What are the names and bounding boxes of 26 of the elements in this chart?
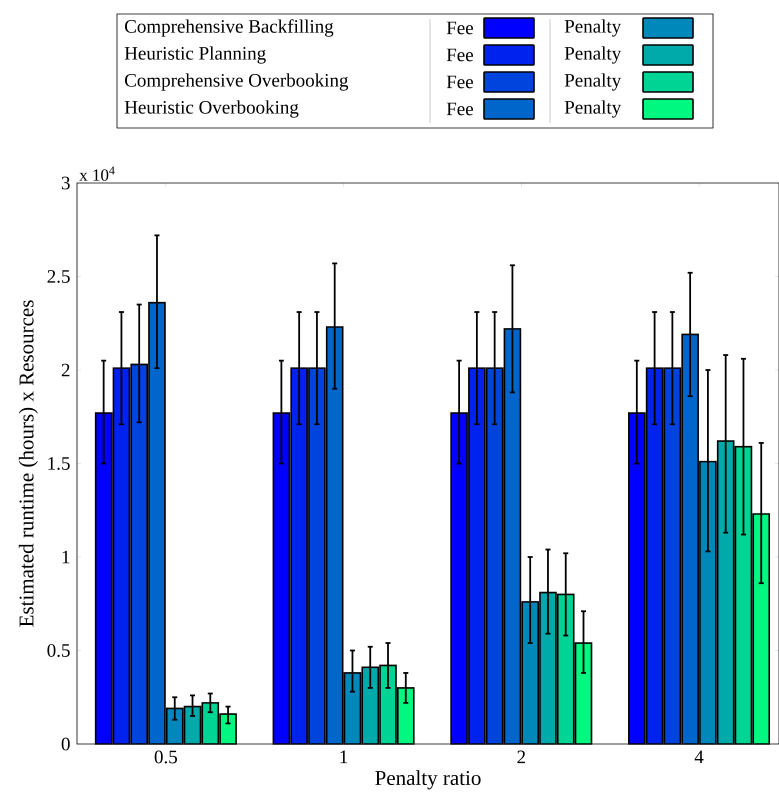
text: Comprehensive Backfilling	[124, 19, 334, 37]
x-tick-label: 2	[517, 750, 526, 764]
text: Heuristic Planning	[124, 46, 266, 64]
legend-label: Fee	[446, 102, 473, 116]
text: Heuristic Overbooking	[124, 100, 298, 118]
y-tick-label: 1	[62, 550, 70, 564]
text: x 10$^{4}$	[79, 166, 115, 181]
legend-label: Penalty	[564, 19, 622, 37]
text: Comprehensive Overbooking	[124, 73, 348, 91]
y-tick-label: 1.5	[48, 457, 70, 470]
x-tick-label: 4	[694, 750, 704, 764]
legend-label: Fee	[446, 22, 473, 34]
y-axis-title: Estimated runtime (hours) x Resources	[18, 300, 38, 627]
y-tick-label: 2	[62, 364, 70, 376]
y-tick-label: 3	[62, 176, 70, 190]
legend-label: Fee	[446, 48, 473, 62]
legend-label: Fee	[446, 76, 473, 88]
legend-label: Penalty	[564, 46, 622, 64]
x-axis-title: Penalty ratio	[375, 770, 481, 790]
legend-label: Penalty	[564, 73, 622, 91]
y-tick-label: 2.5	[48, 270, 70, 283]
y-tick-label: 0.5	[47, 644, 70, 657]
x-tick-label: 0.5	[154, 750, 177, 764]
x-tick-label: 1	[340, 750, 348, 764]
y-tick-label: 0	[62, 738, 70, 750]
legend-label: Penalty	[564, 100, 622, 118]
